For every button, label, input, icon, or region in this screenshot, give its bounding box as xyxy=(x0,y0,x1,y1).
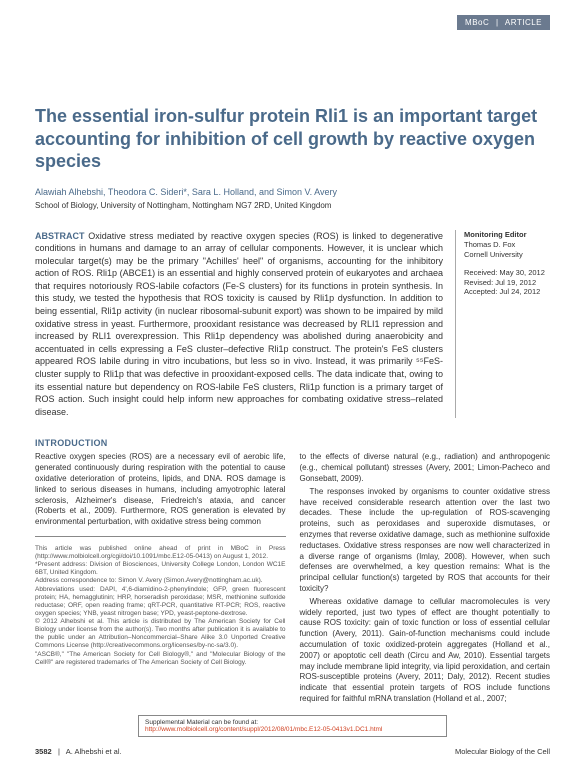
abstract-body: Oxidative stress mediated by reactive ox… xyxy=(35,231,443,417)
intro-right-p1: to the effects of diverse natural (e.g.,… xyxy=(300,452,551,484)
supp-label: Supplemental Material can be found at: xyxy=(145,719,440,726)
header-separator: | xyxy=(496,18,499,27)
intro-right-column: to the effects of diverse natural (e.g.,… xyxy=(300,452,551,704)
section-heading-introduction: INTRODUCTION xyxy=(35,438,550,448)
supp-url[interactable]: http://www.molbiolcell.org/content/suppl… xyxy=(145,726,440,733)
authors-line: Alawiah Alhebshi, Theodora C. Sideri*, S… xyxy=(35,187,550,197)
abstract-label: ABSTRACT xyxy=(35,231,85,241)
article-title: The essential iron-sulfur protein Rli1 i… xyxy=(35,105,550,173)
journal-abbrev: MBoC xyxy=(465,18,489,27)
editor-name: Thomas D. Fox xyxy=(464,240,550,250)
editor-affiliation: Cornell University xyxy=(464,250,550,260)
footnote-correspondence: Address correspondence to: Simon V. Aver… xyxy=(35,577,286,585)
date-revised: Revised: Jul 19, 2012 xyxy=(464,278,550,288)
intro-left-p1: Reactive oxygen species (ROS) are a nece… xyxy=(35,452,286,528)
footnote-divider xyxy=(35,536,286,537)
abstract-text: ABSTRACT Oxidative stress mediated by re… xyxy=(35,230,443,419)
date-received: Received: May 30, 2012 xyxy=(464,268,550,278)
footnote-published: This article was published online ahead … xyxy=(35,545,286,561)
date-accepted: Accepted: Jul 24, 2012 xyxy=(464,287,550,297)
article-type: ARTICLE xyxy=(505,18,542,27)
footnote-copyright: © 2012 Alhebshi et al. This article is d… xyxy=(35,618,286,651)
metadata-sidebar: Monitoring Editor Thomas D. Fox Cornell … xyxy=(455,230,550,419)
page-number: 3582 xyxy=(35,747,52,756)
page-footer: 3582 | A. Alhebshi et al. Molecular Biol… xyxy=(35,743,550,756)
affiliation-line: School of Biology, University of Notting… xyxy=(35,201,550,210)
intro-right-p2: The responses invoked by organisms to co… xyxy=(300,487,551,595)
footer-authors: A. Alhebshi et al. xyxy=(66,747,122,756)
footnote-abbreviations: Abbreviations used: DAPI, 4',6-diamidino… xyxy=(35,586,286,619)
intro-left-column: Reactive oxygen species (ROS) are a nece… xyxy=(35,452,286,704)
footnote-present-address: *Present address: Division of Bioscience… xyxy=(35,561,286,577)
supplemental-box: Supplemental Material can be found at: h… xyxy=(138,715,447,737)
footnote-trademarks: "ASCB®," "The American Society for Cell … xyxy=(35,651,286,667)
intro-right-p3: Whereas oxidative damage to cellular mac… xyxy=(300,597,551,705)
journal-header: MBoC | ARTICLE xyxy=(457,15,550,30)
footnotes-block: This article was published online ahead … xyxy=(35,545,286,667)
editor-heading: Monitoring Editor xyxy=(464,230,550,240)
footer-journal: Molecular Biology of the Cell xyxy=(455,747,550,756)
